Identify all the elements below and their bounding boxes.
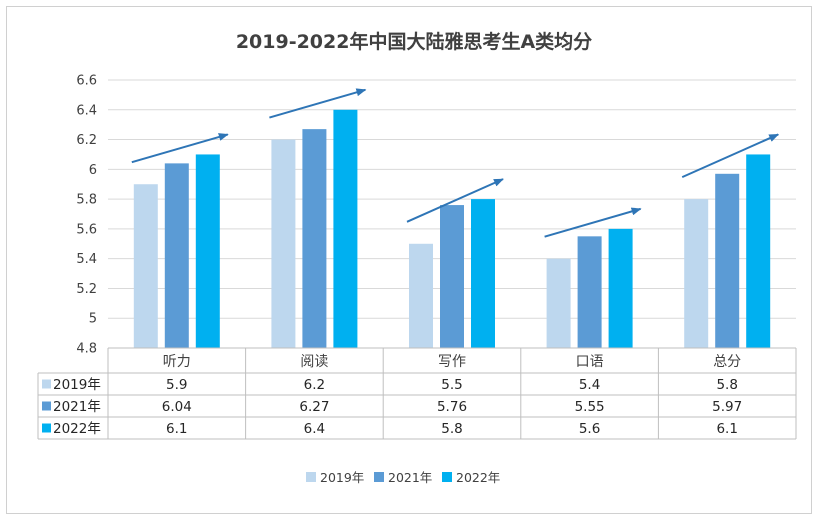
- table-cell: 6.4: [304, 421, 325, 437]
- table-cell: 5.55: [575, 399, 605, 415]
- table-cell: 6.1: [716, 421, 737, 437]
- series-label: 2021年: [53, 399, 101, 415]
- legend: 2019年 2021年 2022年: [306, 470, 500, 485]
- bar: [133, 184, 158, 348]
- bar: [302, 129, 327, 348]
- table-cell: 5.8: [716, 377, 737, 393]
- bar: [471, 199, 495, 348]
- table-cell: 6.27: [299, 399, 329, 415]
- table-cell: 6.2: [304, 377, 325, 393]
- table-cell: 5.6: [579, 421, 600, 437]
- table-cell: 5.5: [441, 377, 462, 393]
- y-axis: 4.8 5 5.2 5.4 5.6 5.8 6 6.2 6.4 6.6: [76, 74, 97, 357]
- bar: [684, 199, 709, 348]
- category-label: 总分: [713, 354, 741, 370]
- legend-key: [306, 472, 316, 482]
- bar: [409, 243, 433, 348]
- table-cell: 5.76: [437, 399, 467, 415]
- bar: [546, 258, 571, 348]
- category-label: 阅读: [300, 353, 328, 370]
- y-tick-label: 6.6: [76, 74, 97, 89]
- trend-arrow: [131, 133, 229, 164]
- table-cell: 5.8: [441, 421, 462, 437]
- series-label: 2022年: [53, 421, 101, 437]
- y-tick-label: 5.6: [76, 222, 97, 237]
- bar: [577, 236, 602, 348]
- bar: [440, 205, 464, 348]
- bar: [271, 139, 296, 348]
- y-tick-label: 5.8: [76, 193, 97, 208]
- bar: [608, 228, 633, 348]
- trend-arrow: [269, 88, 367, 119]
- table-cell: 6.04: [162, 399, 192, 415]
- category-label: 听力: [163, 354, 191, 370]
- series-key: [42, 379, 51, 389]
- chart-title: 2019-2022年中国大陆雅思考生A类均分: [236, 30, 592, 53]
- legend-label: 2021年: [388, 470, 432, 485]
- y-tick-label: 5.4: [76, 252, 97, 267]
- y-tick-label: 6.2: [76, 133, 97, 148]
- y-tick-label: 6.4: [76, 103, 97, 118]
- trend-arrow: [544, 207, 642, 238]
- y-tick-label: 6: [89, 163, 97, 178]
- series-key: [42, 423, 51, 433]
- table-cell: 6.1: [166, 421, 187, 437]
- y-tick-label: 4.8: [76, 342, 97, 357]
- category-label: 写作: [438, 354, 466, 370]
- bar: [715, 173, 740, 348]
- legend-key: [374, 472, 384, 482]
- legend-label: 2019年: [320, 470, 364, 485]
- series-label: 2019年: [53, 377, 101, 393]
- legend-key: [442, 472, 452, 482]
- trend-arrows: [131, 88, 780, 238]
- table-cell: 5.97: [712, 399, 742, 415]
- bar: [746, 154, 771, 348]
- series-key: [42, 401, 51, 411]
- trend-arrow: [681, 133, 780, 179]
- bar: [195, 154, 220, 348]
- y-tick-label: 5.2: [76, 282, 97, 297]
- table-cell: 5.4: [579, 377, 600, 393]
- bar: [333, 109, 358, 349]
- bar: [164, 163, 189, 348]
- data-table: 听力 阅读 写作 口语 总分 2019年 5.9 6.2 5.5 5.4 5.8 2021年 6.04 6…: [37, 347, 797, 440]
- table-cell: 5.9: [166, 377, 187, 393]
- bars: [133, 109, 771, 349]
- category-label: 口语: [576, 354, 604, 370]
- trend-arrow: [406, 178, 504, 223]
- y-tick-label: 5: [89, 312, 97, 327]
- legend-label: 2022年: [456, 470, 500, 485]
